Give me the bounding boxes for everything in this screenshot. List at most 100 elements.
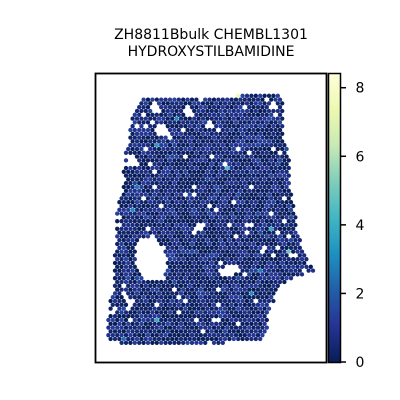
tissue-spot (163, 333, 168, 338)
tissue-spot (167, 165, 173, 171)
tissue-spot (207, 127, 212, 133)
tissue-spot (247, 333, 252, 338)
tissue-spot (253, 139, 258, 144)
tissue-spot (209, 253, 214, 258)
tissue-spot (214, 298, 219, 304)
tissue-spot (260, 219, 265, 224)
tissue-spot (174, 139, 179, 144)
tissue-spot (236, 124, 241, 129)
tissue-spot (240, 108, 245, 114)
tissue-spot (275, 260, 280, 266)
tissue-spot (233, 219, 239, 224)
tissue-spot (247, 203, 252, 209)
tissue-spot (271, 207, 276, 212)
tissue-spot (227, 139, 232, 144)
tissue-spot (266, 230, 272, 235)
tissue-spot (115, 325, 120, 330)
tissue-spot (141, 211, 146, 216)
tissue-spot (222, 108, 228, 114)
tissue-spot (236, 291, 241, 296)
tissue-spot (282, 165, 287, 171)
tissue-spot (145, 120, 151, 125)
tissue-spot (161, 184, 166, 190)
tissue-spot (150, 150, 155, 155)
tissue-spot (209, 207, 214, 212)
tissue-spot (123, 188, 129, 193)
tissue-spot (227, 101, 232, 106)
tissue-spot (121, 245, 126, 250)
tissue-spot (251, 317, 256, 323)
tissue-spot (229, 211, 234, 216)
tissue-spot (156, 162, 162, 167)
tissue-spot (123, 279, 129, 285)
tissue-spot (183, 146, 188, 152)
tissue-spot (269, 181, 274, 186)
tissue-spot (218, 298, 223, 304)
tissue-spot (225, 158, 230, 163)
tissue-spot (240, 276, 245, 281)
tissue-spot (187, 177, 192, 182)
tissue-spot (156, 146, 162, 152)
tissue-spot (174, 192, 179, 197)
tissue-spot (156, 101, 162, 106)
tissue-spot (189, 279, 195, 285)
tissue-spot (187, 336, 192, 342)
tissue-spot (148, 169, 153, 174)
tissue-spot (196, 124, 201, 129)
tissue-spot (192, 131, 197, 136)
tissue-spot (253, 329, 258, 334)
tissue-spot (185, 302, 190, 307)
tissue-spot (174, 108, 179, 114)
tissue-spot (286, 226, 291, 231)
tissue-spot (275, 200, 280, 205)
tissue-spot (178, 146, 184, 152)
tissue-spot (181, 196, 186, 201)
tissue-spot (205, 276, 210, 281)
tissue-spot (134, 154, 140, 159)
tissue-spot (227, 124, 232, 129)
tissue-spot (297, 260, 302, 266)
tissue-spot (203, 234, 208, 239)
tissue-spot (198, 165, 203, 171)
tissue-spot (262, 169, 267, 174)
tissue-spot (260, 211, 265, 216)
tissue-spot (126, 291, 131, 296)
tissue-spot (247, 287, 252, 292)
tissue-spot (185, 234, 190, 239)
tissue-spot (192, 116, 197, 121)
tissue-spot (253, 200, 258, 205)
tissue-spot (189, 219, 195, 224)
tissue-spot (159, 226, 164, 231)
tissue-spot (154, 188, 159, 193)
tissue-spot (141, 226, 146, 231)
tissue-spot (280, 116, 285, 121)
tissue-spot (203, 150, 208, 155)
tissue-spot (165, 215, 170, 220)
tissue-spot (220, 257, 225, 262)
tissue-spot (189, 211, 195, 216)
tissue-spot (141, 97, 146, 102)
tissue-spot (185, 279, 190, 285)
tissue-spot (225, 257, 230, 262)
tissue-spot (141, 158, 146, 163)
tissue-spot (181, 165, 186, 171)
tissue-spot (264, 105, 269, 110)
tissue-spot (203, 241, 208, 247)
tissue-spot (240, 184, 245, 190)
tissue-spot (227, 321, 232, 326)
tissue-spot (128, 287, 133, 292)
tissue-spot (121, 169, 126, 174)
tissue-spot (187, 131, 192, 136)
tissue-spot (269, 196, 274, 201)
tissue-spot (181, 264, 186, 269)
tissue-spot (134, 291, 140, 296)
tissue-spot (207, 97, 212, 102)
tissue-spot (260, 112, 265, 117)
tissue-spot (181, 241, 186, 247)
tissue-spot (189, 340, 195, 345)
tissue-spot (280, 108, 285, 114)
tissue-spot (167, 295, 173, 300)
tissue-spot (176, 249, 181, 254)
tissue-spot (275, 116, 280, 121)
tissue-spot (128, 264, 133, 269)
